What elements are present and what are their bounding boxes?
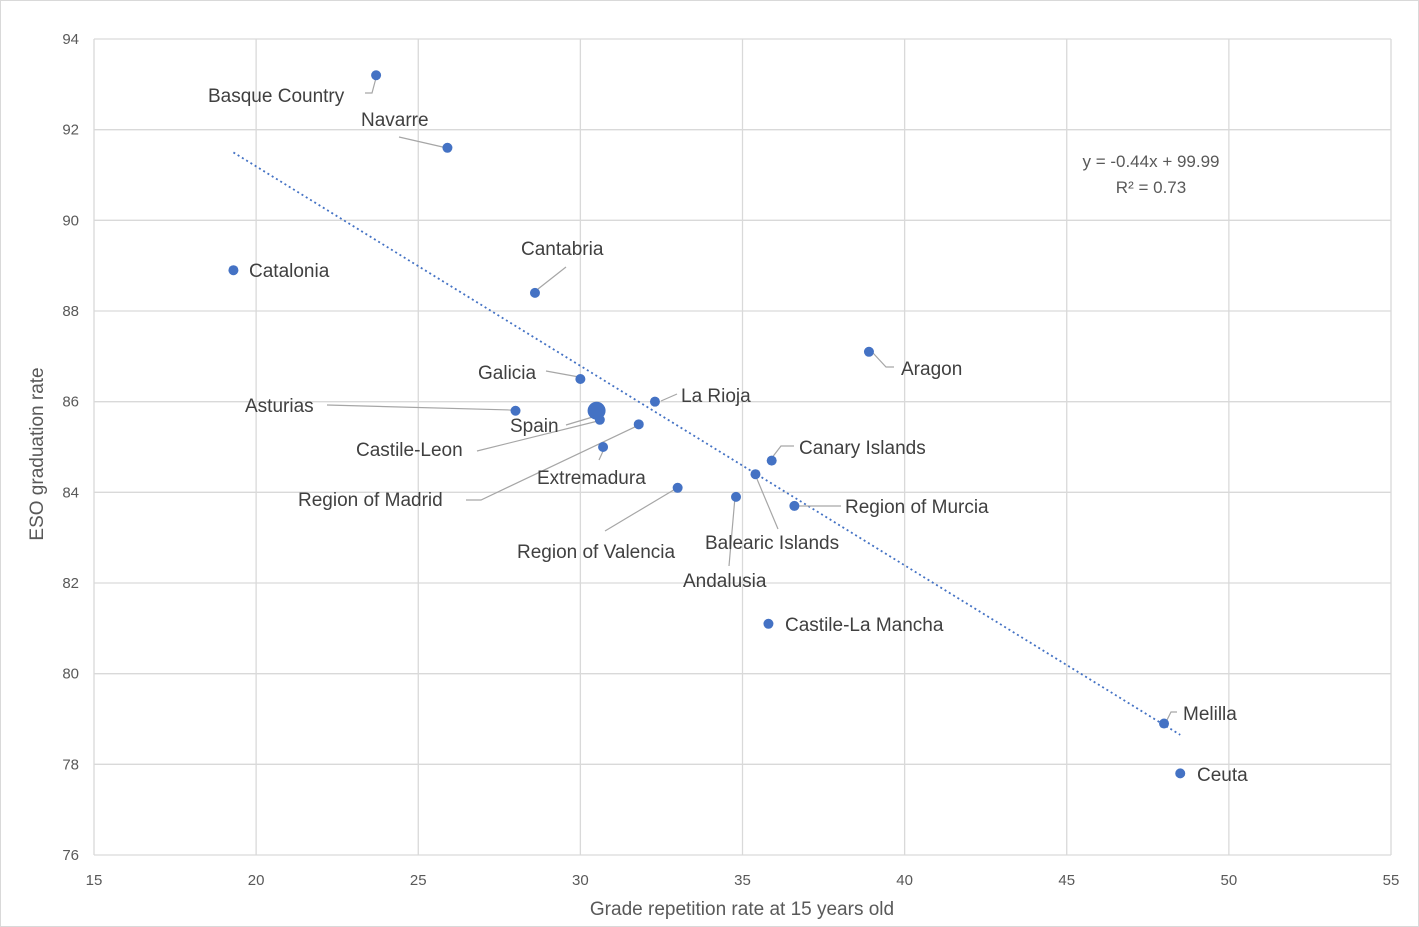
label-region-of-murcia: Region of Murcia bbox=[845, 497, 989, 518]
label-basque-country: Basque Country bbox=[208, 86, 345, 107]
point-region-of-murcia bbox=[789, 500, 800, 511]
leader-andalusia bbox=[728, 496, 736, 567]
x-tick-label: 55 bbox=[1383, 872, 1400, 889]
label-castile-leon: Castile-Leon bbox=[356, 440, 463, 461]
leader-navarre bbox=[398, 136, 448, 149]
x-tick-label: 50 bbox=[1221, 872, 1238, 889]
label-leader-lines bbox=[326, 77, 1177, 723]
leader-aragon bbox=[872, 352, 894, 368]
point-andalusia bbox=[731, 491, 742, 502]
leader-asturias bbox=[326, 404, 512, 411]
x-tick-label: 30 bbox=[572, 872, 589, 889]
label-region-of-madrid: Region of Madrid bbox=[298, 490, 443, 511]
point-castile-la-mancha bbox=[763, 618, 774, 629]
axis-ticks: 15 20 25 30 35 40 45 50 55 76 78 80 82 84 86 88 90 92 94 bbox=[62, 31, 1399, 889]
label-navarre: Navarre bbox=[361, 110, 429, 131]
label-canary-islands: Canary Islands bbox=[799, 438, 926, 459]
label-la-rioja: La Rioja bbox=[681, 386, 751, 407]
point-region-of-madrid bbox=[633, 419, 644, 430]
leader-balearic-islands bbox=[756, 478, 779, 530]
y-tick-label: 84 bbox=[62, 484, 79, 501]
trendline-equation: y = -0.44x + 99.99 bbox=[1082, 152, 1219, 171]
point-galicia bbox=[575, 374, 586, 384]
label-galicia: Galicia bbox=[478, 363, 537, 384]
x-tick-label: 20 bbox=[248, 872, 265, 889]
label-extremadura: Extremadura bbox=[537, 468, 646, 489]
label-aragon: Aragon bbox=[901, 359, 962, 380]
y-tick-label: 90 bbox=[62, 212, 79, 229]
label-andalusia: Andalusia bbox=[683, 571, 767, 592]
label-castile-la-mancha: Castile-La Mancha bbox=[785, 615, 944, 636]
label-asturias: Asturias bbox=[245, 396, 314, 417]
y-axis-title: ESO graduation rate bbox=[27, 367, 48, 540]
leader-la-rioja bbox=[660, 393, 678, 402]
point-labels: Basque Country Navarre Catalonia Cantabria A… bbox=[208, 86, 1248, 786]
leader-region-of-valencia bbox=[604, 487, 678, 532]
x-tick-label: 40 bbox=[896, 872, 913, 889]
leader-galicia bbox=[545, 370, 580, 378]
y-tick-label: 92 bbox=[62, 122, 79, 139]
label-cantabria: Cantabria bbox=[521, 239, 604, 260]
y-tick-label: 82 bbox=[62, 575, 79, 592]
leader-region-of-madrid bbox=[466, 425, 638, 501]
leader-cantabria bbox=[537, 266, 567, 290]
label-melilla: Melilla bbox=[1183, 704, 1237, 725]
leader-castile-leon bbox=[476, 420, 599, 452]
label-region-of-valencia: Region of Valencia bbox=[517, 542, 676, 563]
leader-melilla bbox=[1165, 711, 1177, 723]
point-basque-country bbox=[371, 70, 382, 81]
x-axis-title: Grade repetition rate at 15 years old bbox=[590, 899, 894, 920]
leader-basque-country bbox=[365, 77, 377, 94]
grid-lines bbox=[93, 38, 1392, 856]
y-tick-label: 88 bbox=[62, 303, 79, 320]
label-catalonia: Catalonia bbox=[249, 261, 330, 282]
point-aragon bbox=[863, 346, 874, 357]
point-melilla bbox=[1159, 718, 1170, 729]
point-cantabria bbox=[529, 287, 540, 298]
x-tick-label: 45 bbox=[1058, 872, 1075, 889]
label-ceuta: Ceuta bbox=[1197, 765, 1248, 786]
y-tick-label: 94 bbox=[62, 31, 79, 48]
y-tick-label: 76 bbox=[62, 847, 79, 864]
point-balearic-islands bbox=[750, 469, 761, 480]
label-balearic-islands: Balearic Islands bbox=[705, 533, 839, 554]
y-tick-label: 78 bbox=[62, 756, 79, 773]
y-tick-label: 80 bbox=[62, 666, 79, 683]
point-navarre bbox=[442, 142, 453, 153]
x-tick-label: 25 bbox=[410, 872, 427, 889]
point-castile-leon bbox=[594, 414, 605, 425]
x-tick-label: 35 bbox=[734, 872, 751, 889]
data-points bbox=[228, 70, 1186, 779]
trendline bbox=[232, 151, 1181, 736]
point-la-rioja bbox=[649, 396, 660, 407]
point-catalonia bbox=[228, 265, 239, 276]
point-canary-islands bbox=[766, 455, 777, 466]
x-tick-label: 15 bbox=[86, 872, 103, 889]
point-asturias bbox=[510, 405, 521, 416]
y-tick-label: 86 bbox=[62, 394, 79, 411]
trendline-r-squared: R² = 0.73 bbox=[1116, 178, 1186, 197]
point-region-of-valencia bbox=[672, 482, 683, 493]
leader-canary-islands bbox=[770, 445, 794, 460]
point-extremadura bbox=[598, 442, 609, 452]
point-ceuta bbox=[1175, 768, 1186, 779]
label-spain: Spain bbox=[510, 416, 559, 437]
